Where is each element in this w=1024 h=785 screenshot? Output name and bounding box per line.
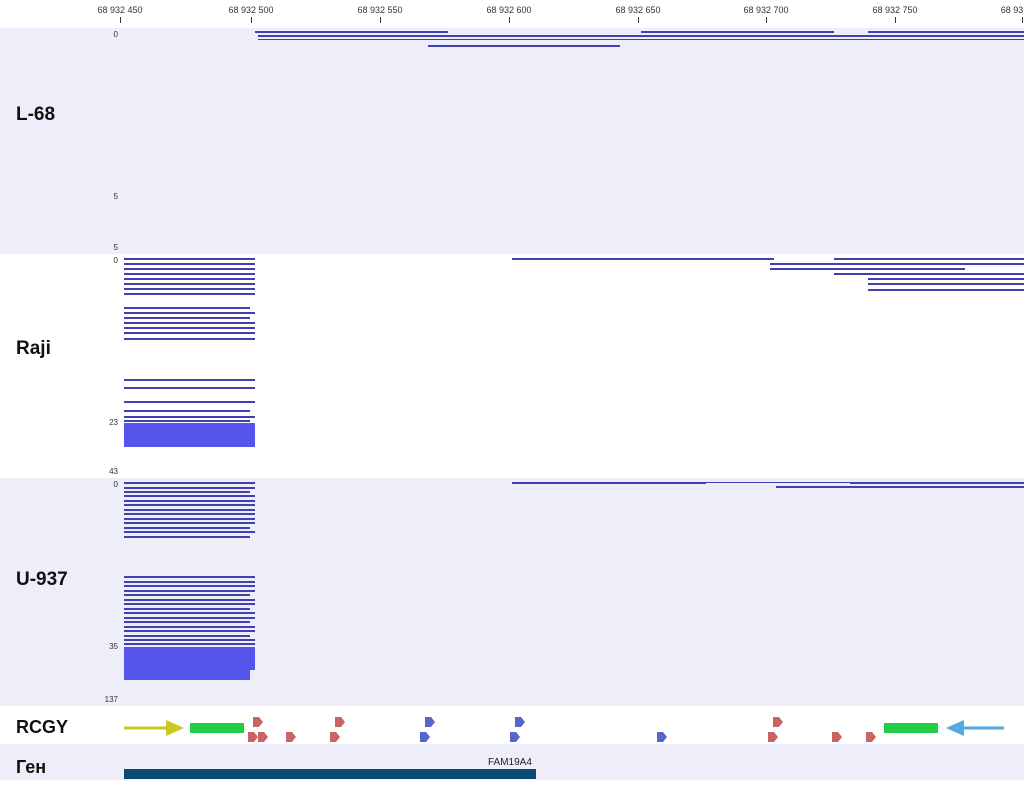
ruler-tick-mark bbox=[509, 17, 510, 23]
rcgy-features bbox=[124, 717, 1004, 742]
track-rcgy[interactable]: RCGY bbox=[0, 706, 1024, 744]
ruler-tick-label: 68 932 700 bbox=[743, 5, 789, 15]
ruler-tick-mark bbox=[766, 17, 767, 23]
gene-name-label: FAM19A4 bbox=[488, 757, 532, 768]
scale-bottom-u937: 137 bbox=[104, 695, 118, 704]
track-raji[interactable]: Raji 0 23 43 bbox=[0, 254, 1024, 478]
scale-bottom-raji: 43 bbox=[109, 467, 118, 476]
ruler-tick-mark bbox=[251, 17, 252, 23]
gene-bar[interactable] bbox=[124, 769, 536, 779]
ruler-tick-mark bbox=[1022, 17, 1023, 23]
ruler-tick-mark bbox=[895, 17, 896, 23]
ruler-tick-label: 68 932 450 bbox=[97, 5, 143, 15]
ruler-tick-mark bbox=[638, 17, 639, 23]
ruler-tick-mark bbox=[380, 17, 381, 23]
track-label-l68: L-68 bbox=[16, 104, 56, 125]
reads-raji bbox=[124, 258, 1024, 447]
scale-top-u937: 0 bbox=[113, 480, 118, 489]
coordinate-ruler: 68 932 450 68 932 500 68 932 550 68 932 … bbox=[0, 0, 1024, 28]
track-label-u937: U-937 bbox=[16, 569, 68, 590]
motif-blue-markers bbox=[420, 717, 667, 742]
scale-mid-u937: 35 bbox=[109, 642, 118, 651]
reads-l68 bbox=[255, 31, 1024, 47]
forward-primer-arrow-icon bbox=[124, 720, 184, 736]
scale-top-l68: 0 bbox=[113, 30, 118, 39]
ruler-tick-label: 68 932 600 bbox=[486, 5, 532, 15]
scale-mid-l68: 5 bbox=[113, 192, 118, 201]
ruler-tick-label: 68 932 750 bbox=[872, 5, 918, 15]
track-label-raji: Raji bbox=[16, 338, 51, 359]
track-gene[interactable]: Ген FAM19A4 bbox=[0, 744, 1024, 780]
reverse-primer-box bbox=[884, 723, 938, 733]
ruler-tick-mark bbox=[120, 17, 121, 23]
scale-mid-raji: 23 bbox=[109, 418, 118, 427]
scale-bottom-l68: 5 bbox=[113, 243, 118, 252]
ruler-tick-label: 68 932 650 bbox=[615, 5, 661, 15]
track-u937[interactable]: U-937 0 35 137 bbox=[0, 478, 1024, 706]
ruler-tick-label: 68 932 500 bbox=[228, 5, 274, 15]
reverse-primer-arrow-icon bbox=[946, 720, 1004, 736]
track-label-gene: Ген bbox=[16, 757, 47, 777]
scale-top-raji: 0 bbox=[113, 256, 118, 265]
motif-red-markers bbox=[248, 717, 876, 742]
reads-u937 bbox=[124, 482, 1024, 680]
ruler-tick-label: 68 93 bbox=[1000, 5, 1024, 15]
track-label-rcgy: RCGY bbox=[16, 717, 69, 737]
track-l68[interactable]: L-68 0 5 5 bbox=[0, 28, 1024, 254]
ruler-tick-label: 68 932 550 bbox=[357, 5, 403, 15]
forward-primer-box bbox=[190, 723, 244, 733]
